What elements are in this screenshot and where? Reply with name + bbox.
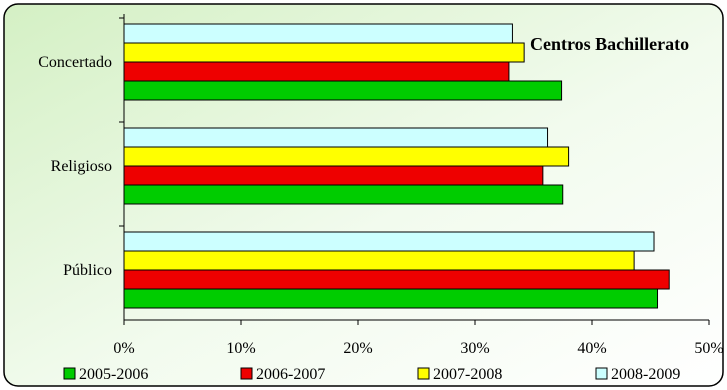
legend-swatch — [63, 367, 76, 380]
x-tick-label: 50% — [694, 340, 723, 357]
legend-swatch — [417, 367, 430, 380]
bar-concertado-2008-2009 — [123, 23, 513, 44]
bar-religioso-2008-2009 — [123, 127, 549, 148]
x-tick-label: 40% — [577, 340, 606, 357]
x-tick-label: 0% — [113, 340, 134, 357]
chart-title: Centros Bachillerato — [530, 34, 689, 54]
bar-religioso-2005-2006 — [123, 184, 564, 205]
legend-label: 2008-2009 — [611, 366, 680, 383]
category-label: Concertado — [38, 54, 112, 71]
category-axis: Concertado Religioso Público — [38, 14, 125, 320]
legend-label: 2005-2006 — [79, 366, 148, 383]
legend-label: 2006-2007 — [256, 366, 325, 383]
x-tick-label: 30% — [460, 340, 489, 357]
category-label: Público — [63, 262, 112, 279]
legend-label: 2007-2008 — [433, 366, 502, 383]
x-tick-label: 10% — [226, 340, 255, 357]
bar-religioso-2007-2008 — [123, 146, 570, 167]
bar-p-blico-2007-2008 — [123, 250, 635, 271]
bar-concertado-2005-2006 — [123, 80, 563, 101]
category-label: Religioso — [51, 158, 112, 175]
legend: 2005-2006 2006-2007 2007-2008 2008-2009 — [63, 366, 680, 383]
bar-p-blico-2005-2006 — [123, 288, 659, 309]
bar-p-blico-2008-2009 — [123, 231, 655, 252]
x-tick-label: 20% — [343, 340, 372, 357]
legend-swatch — [240, 367, 253, 380]
bar-concertado-2007-2008 — [123, 42, 525, 63]
bar-concertado-2006-2007 — [123, 61, 510, 82]
bar-religioso-2006-2007 — [123, 165, 544, 186]
legend-swatch — [595, 367, 608, 380]
bar-p-blico-2006-2007 — [123, 269, 670, 290]
x-axis: 0% 10% 20% 30% 40% 50% — [113, 319, 724, 357]
